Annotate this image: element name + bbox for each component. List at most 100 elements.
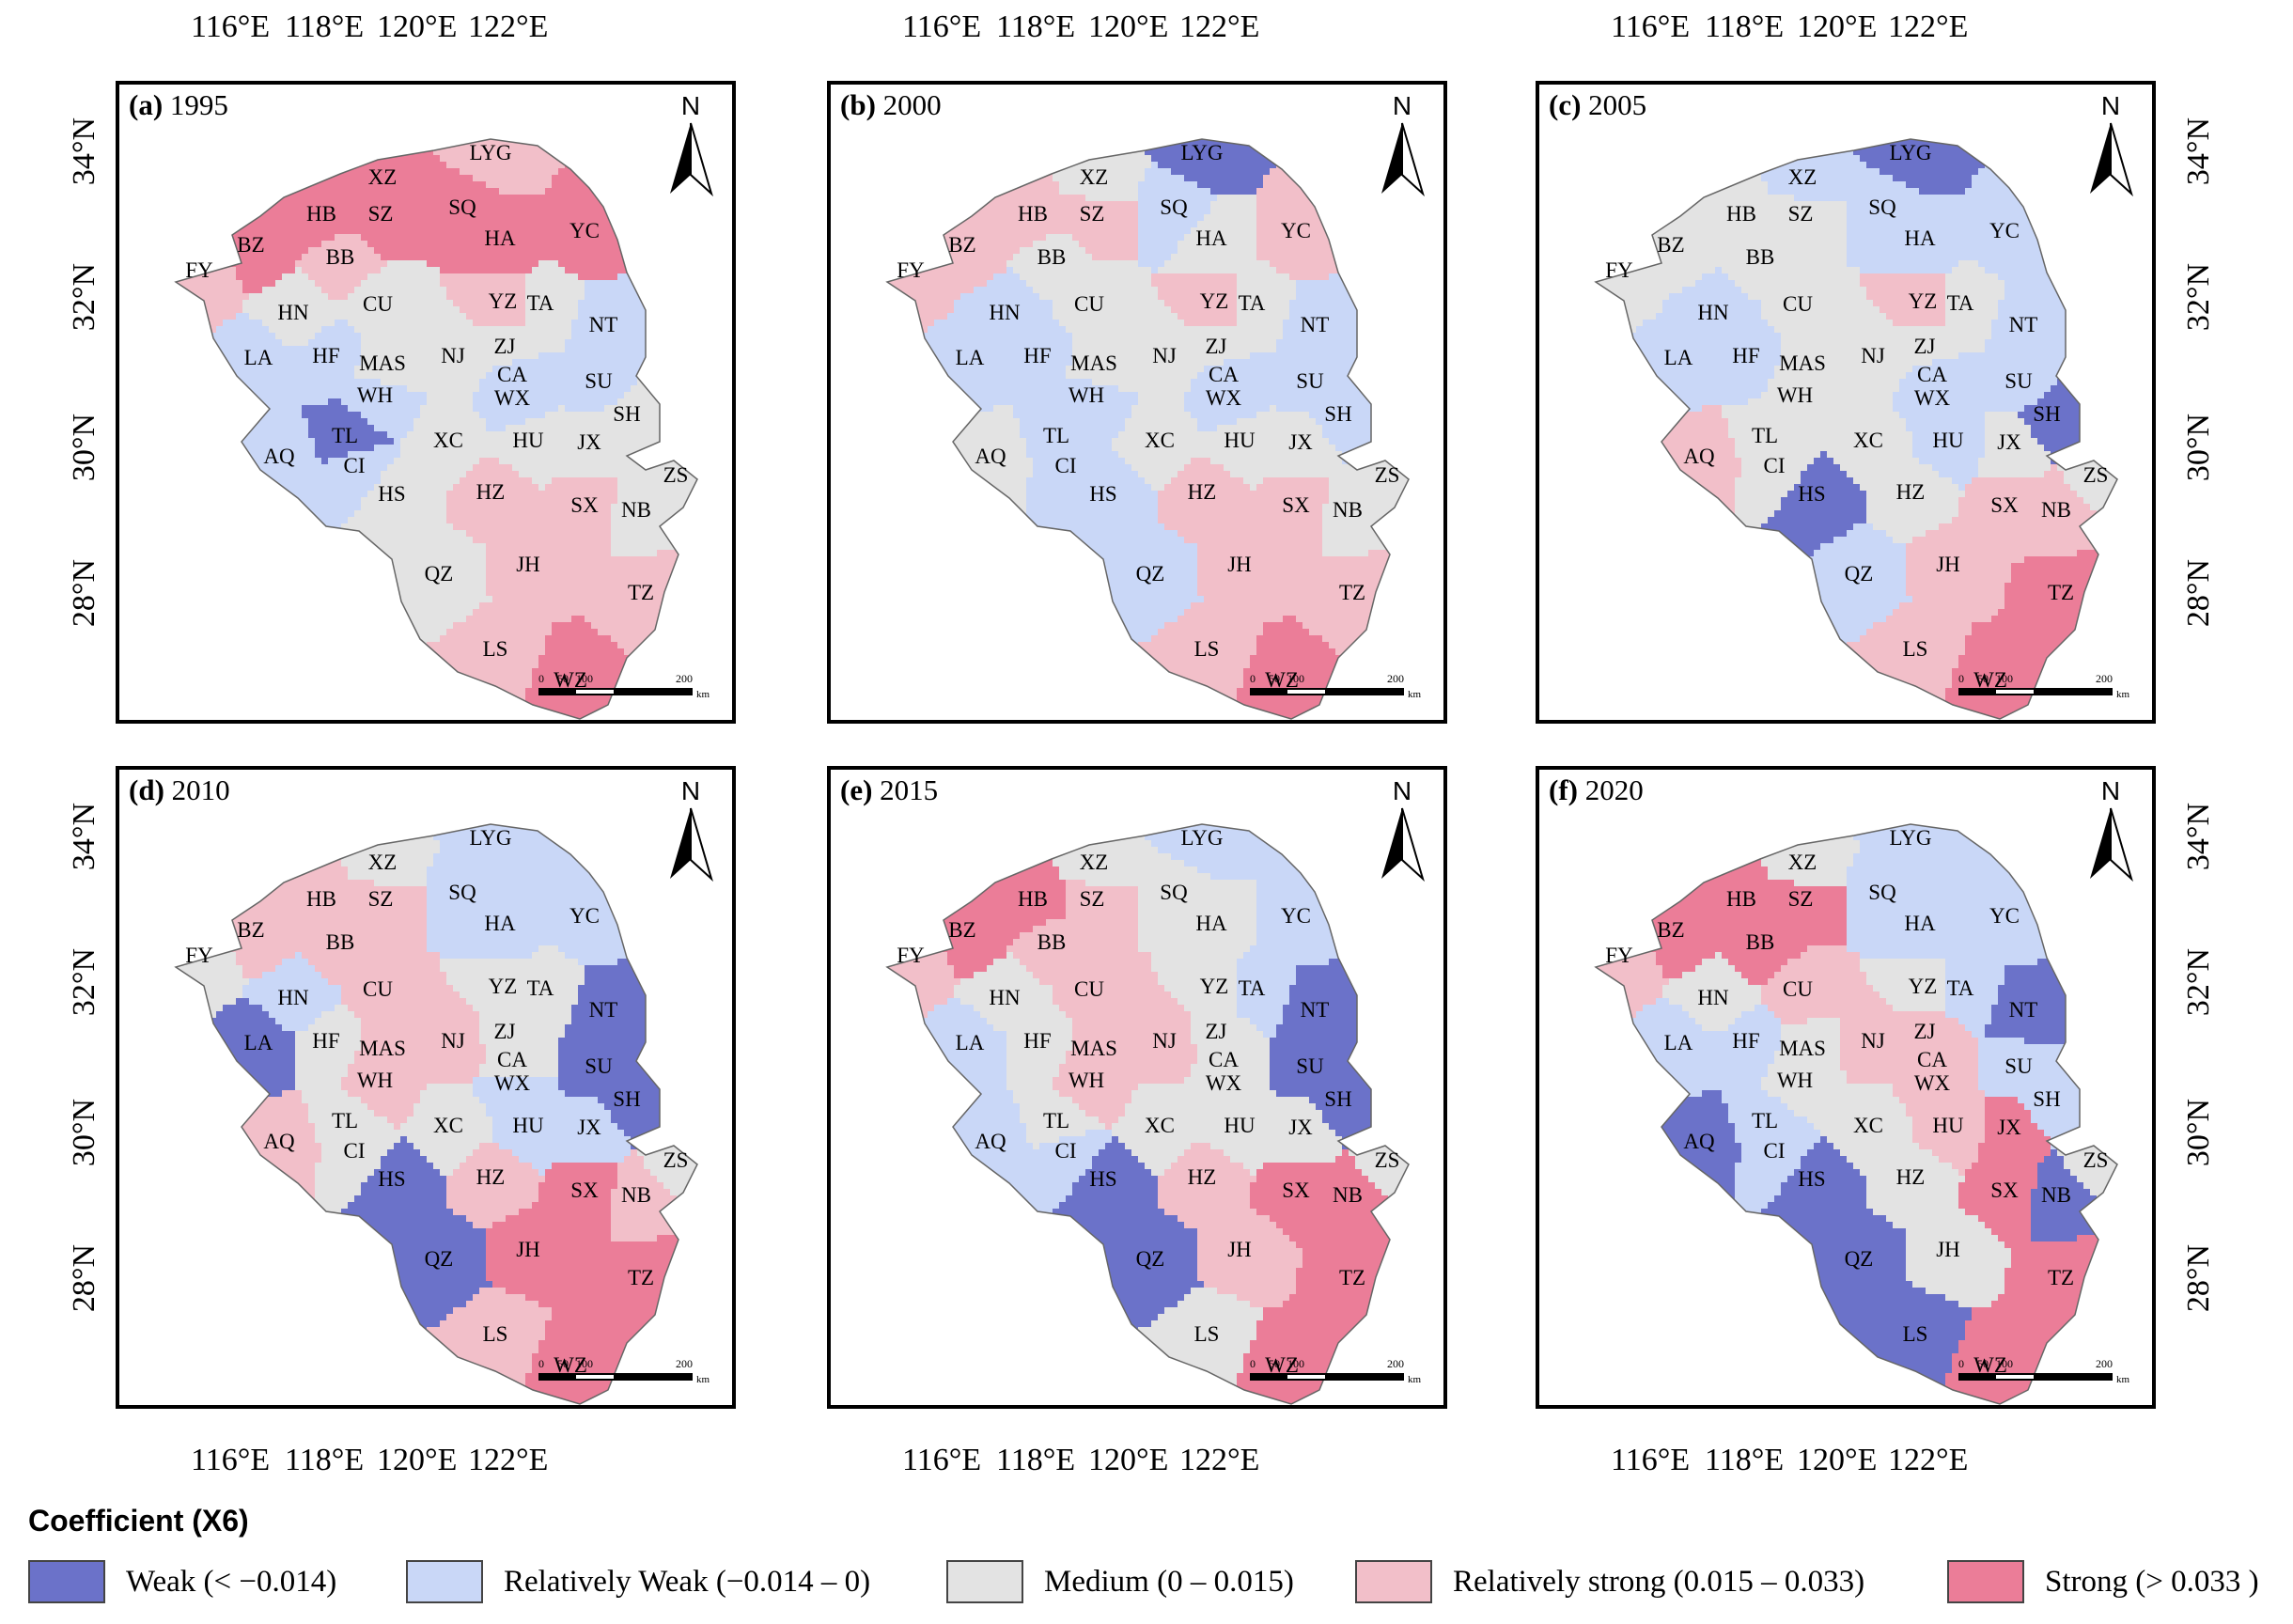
region-cu [341, 260, 446, 339]
city-label: NJ [1861, 1029, 1885, 1053]
region-bb [295, 919, 387, 985]
longitude-label: 120°E [1088, 1443, 1169, 1477]
city-label: TA [527, 291, 554, 315]
region-ha [1866, 195, 1965, 273]
city-label: LS [1194, 1322, 1220, 1346]
legend-label: Relatively Weak (−0.014 – 0) [504, 1564, 871, 1599]
city-label: WX [1914, 1071, 1951, 1095]
svg-text:N: N [1393, 91, 1412, 120]
region-zj [479, 326, 552, 372]
city-label: ZJ [494, 1020, 516, 1043]
choropleth-map: LYG XZ SQ HB SZ HA BZ YC BB FY HN CU YZ TA NT LA HF MAS NJ… [885, 138, 1410, 720]
city-label: MAS [1070, 351, 1117, 375]
city-label: WZ [1973, 668, 2007, 692]
legend-label: Relatively strong (0.015 – 0.033) [1453, 1564, 1865, 1599]
city-label: YZ [1200, 975, 1229, 998]
region-aq [176, 1090, 321, 1404]
city-label: SQ [1868, 195, 1896, 219]
city-label: ZJ [1914, 1020, 1936, 1043]
region-zj [479, 1011, 552, 1057]
city-label: ZJ [1206, 335, 1227, 358]
city-label: CU [1074, 292, 1104, 316]
svg-text:100: 100 [1287, 672, 1304, 685]
panel-title: (d) 2010 [129, 773, 230, 807]
city-label: CA [1209, 1048, 1239, 1071]
svg-text:0: 0 [538, 672, 544, 685]
city-label: LA [1664, 1031, 1693, 1054]
longitude-label: 118°E [1705, 9, 1785, 44]
city-label: CI [1764, 454, 1786, 477]
city-label: WX [494, 386, 531, 410]
region-ca [479, 352, 558, 392]
north-arrow-icon: N [663, 90, 719, 203]
city-label: CI [1055, 454, 1077, 477]
city-label: WH [1069, 1069, 1104, 1092]
region-nj [420, 985, 486, 1084]
region-mas [354, 1018, 427, 1077]
region-xc [1112, 1084, 1204, 1176]
region-nj [1131, 300, 1197, 398]
city-label: ZS [663, 1148, 689, 1172]
region-wx [1893, 1077, 1978, 1116]
city-label: CU [363, 292, 393, 316]
legend-item: Relatively strong (0.015 – 0.033) [1355, 1560, 1864, 1603]
city-label: JH [1936, 1238, 1960, 1261]
city-label: HU [1932, 1114, 1964, 1137]
city-label: NT [589, 998, 618, 1022]
city-label: HA [1904, 912, 1936, 935]
city-label: BB [326, 930, 355, 954]
latitude-label: 30°N [2181, 413, 2216, 482]
legend-label: Weak (< −0.014) [126, 1564, 337, 1599]
region-su [558, 1038, 663, 1097]
panel-letter: (b) [840, 88, 876, 121]
region-ca [1191, 1038, 1270, 1077]
panel-year: 2000 [875, 88, 942, 121]
longitude-label: 122°E [1888, 1443, 1969, 1477]
region-sz [1774, 880, 1847, 945]
city-label: HA [484, 912, 516, 935]
city-label: HB [1726, 202, 1756, 226]
panel-year: 2015 [872, 773, 939, 806]
region-hu [492, 1090, 565, 1176]
city-label: WZ [1265, 1353, 1299, 1377]
city-label: MAS [1779, 351, 1826, 375]
city-label: NT [2009, 313, 2038, 336]
svg-text:km: km [696, 1374, 710, 1385]
city-label: BZ [237, 233, 264, 257]
city-label: TA [527, 976, 554, 1000]
longitude-label: 122°E [1179, 9, 1260, 44]
city-label: NB [1333, 1183, 1363, 1207]
region-outline [885, 138, 1410, 720]
svg-text:km: km [696, 689, 710, 700]
city-label: TZ [2048, 581, 2074, 604]
choropleth-map: LYG XZ SQ HB SZ HA BZ YC BB FY HN CU YZ TA NT LA HF MAS NJ… [885, 823, 1410, 1405]
legend-swatch [1947, 1560, 2024, 1603]
city-label: CI [1764, 1139, 1786, 1163]
city-label: NJ [441, 344, 465, 367]
city-label: LYG [1890, 826, 1932, 850]
region-ca [1899, 1038, 1978, 1077]
city-label: AQ [1683, 1130, 1715, 1153]
city-label: NB [2041, 498, 2071, 522]
region-ta [525, 945, 585, 1038]
legend-swatch [1355, 1560, 1432, 1603]
north-arrow-icon: N [663, 775, 719, 888]
legend-swatch [946, 1560, 1023, 1603]
city-label: XZ [1080, 851, 1109, 874]
svg-text:N: N [681, 91, 700, 120]
latitude-label: 32°N [2181, 262, 2216, 332]
city-label: WZ [1973, 1353, 2007, 1377]
map-panel-2015: LYG XZ SQ HB SZ HA BZ YC BB FY HN CU YZ TA NT LA HF MAS NJ… [827, 766, 1447, 1409]
city-label: HF [1023, 344, 1051, 367]
city-label: CI [344, 454, 366, 477]
region-bb [1006, 234, 1099, 300]
city-label: TL [1752, 1109, 1778, 1132]
choropleth-map: LYG XZ SQ HB SZ HA BZ YC BB FY HN CU YZ TA NT LA HF MAS NJ… [1594, 138, 2118, 720]
city-label: SU [2004, 369, 2033, 393]
city-label: WX [1914, 386, 1951, 410]
city-label: ZS [2083, 463, 2109, 487]
region-nj [1131, 985, 1197, 1084]
scale-bar: 0 50 100 200 km [535, 671, 723, 709]
city-label: TA [1947, 291, 1974, 315]
region-hu [1204, 1090, 1276, 1176]
